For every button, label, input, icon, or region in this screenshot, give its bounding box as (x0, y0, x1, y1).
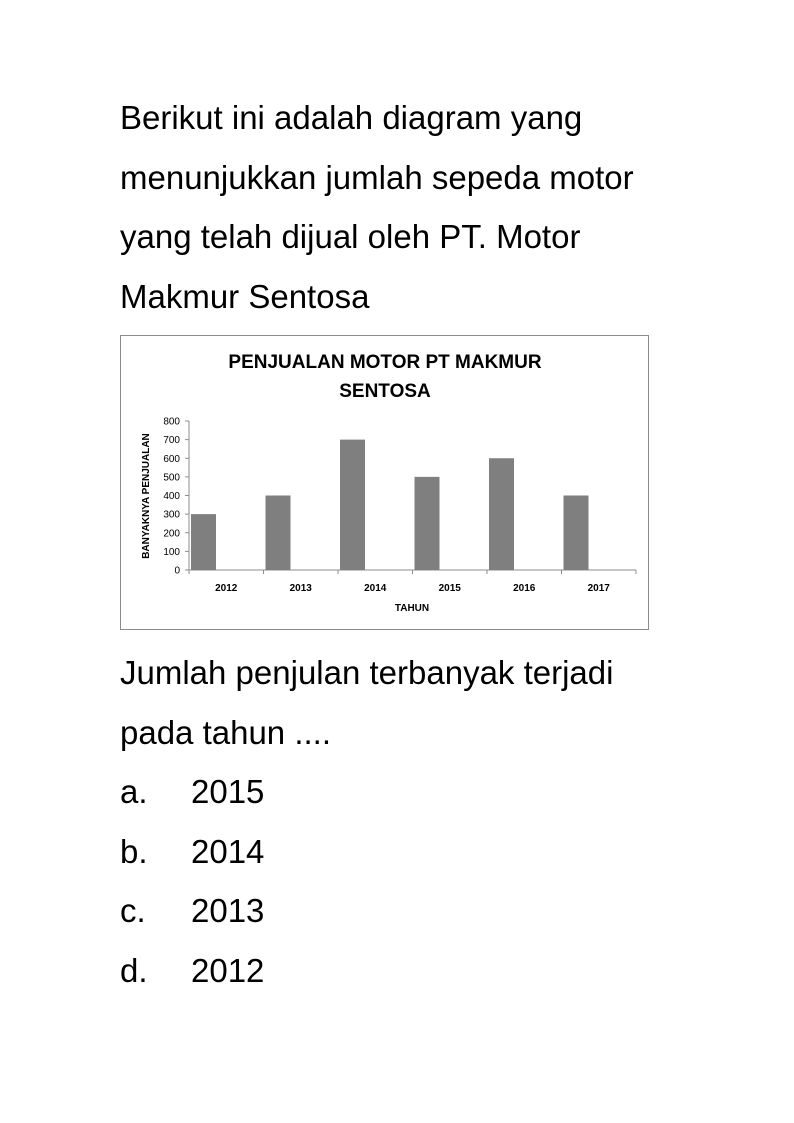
option-a[interactable]: a. 2015 (120, 762, 264, 822)
x-tick-label: 2015 (439, 583, 462, 594)
question-line: Makmur Sentosa (120, 277, 370, 315)
x-tick-label: 2017 (588, 583, 611, 594)
option-value: 2015 (191, 773, 265, 810)
option-letter: d. (120, 951, 148, 989)
question-text: Berikut ini adalah diagram yang menunjuk… (120, 88, 700, 326)
chart-title-line-1: PENJUALAN MOTOR PT MAKMUR (228, 352, 541, 373)
chart-title-line-2: SENTOSA (339, 381, 431, 402)
bar-2013 (265, 495, 291, 570)
bar-2014 (340, 439, 365, 570)
question-line: Berikut ini adalah diagram yang (120, 99, 583, 136)
x-tick-label: 2016 (513, 583, 536, 594)
bar-2016 (489, 458, 514, 570)
x-tick-label: 2012 (215, 583, 238, 594)
sales-chart: PENJUALAN MOTOR PT MAKMUR SENTOSA 0 100 20… (120, 335, 649, 630)
y-tick-label: 700 (163, 435, 180, 446)
x-axis-label: TAHUN (395, 603, 429, 614)
y-tick-label: 400 (163, 491, 180, 502)
question-line: yang telah dijual oleh PT. Motor (120, 218, 581, 255)
option-value: 2013 (191, 892, 265, 929)
option-letter: c. (120, 892, 146, 929)
y-tick-label: 200 (163, 528, 180, 539)
prompt-line: pada tahun .... (120, 713, 332, 751)
prompt-text: Jumlah penjulan terbanyak terjadi pada t… (120, 643, 700, 762)
answer-options: a. 2015 b. 2014 c. 2013 d. 2012 (120, 762, 264, 1000)
y-axis-label: BANYAKNYA PENJUALAN (141, 433, 152, 559)
prompt-line: Jumlah penjulan terbanyak terjadi (120, 654, 614, 691)
bar-2012 (191, 514, 216, 570)
option-b[interactable]: b. 2014 (120, 822, 264, 882)
option-value: 2012 (191, 951, 265, 989)
y-tick-label: 800 (163, 417, 180, 428)
option-d[interactable]: d. 2012 (120, 941, 264, 1001)
x-tick-labels: 2012 2013 2014 2015 2016 2017 (215, 583, 610, 594)
y-tick-label: 100 (163, 547, 180, 558)
x-tick-label: 2014 (364, 583, 387, 594)
option-letter: b. (120, 832, 148, 870)
chart-axes (185, 420, 637, 574)
option-value: 2014 (191, 832, 265, 870)
bar-2015 (414, 476, 440, 570)
y-tick-label: 0 (174, 566, 180, 577)
option-letter: a. (120, 773, 148, 810)
x-tick-label: 2013 (290, 583, 313, 594)
y-tick-label: 300 (163, 510, 180, 521)
chart-canvas: PENJUALAN MOTOR PT MAKMUR SENTOSA 0 100 20… (141, 352, 637, 614)
y-tick-label: 500 (163, 472, 180, 483)
question-line: menunjukkan jumlah sepeda motor (120, 158, 634, 196)
chart-bars (191, 439, 589, 570)
bar-2017 (563, 495, 589, 570)
y-tick-labels: 0 100 200 300 400 500 600 700 800 (163, 417, 180, 577)
y-tick-label: 600 (163, 454, 180, 465)
option-c[interactable]: c. 2013 (120, 881, 264, 941)
